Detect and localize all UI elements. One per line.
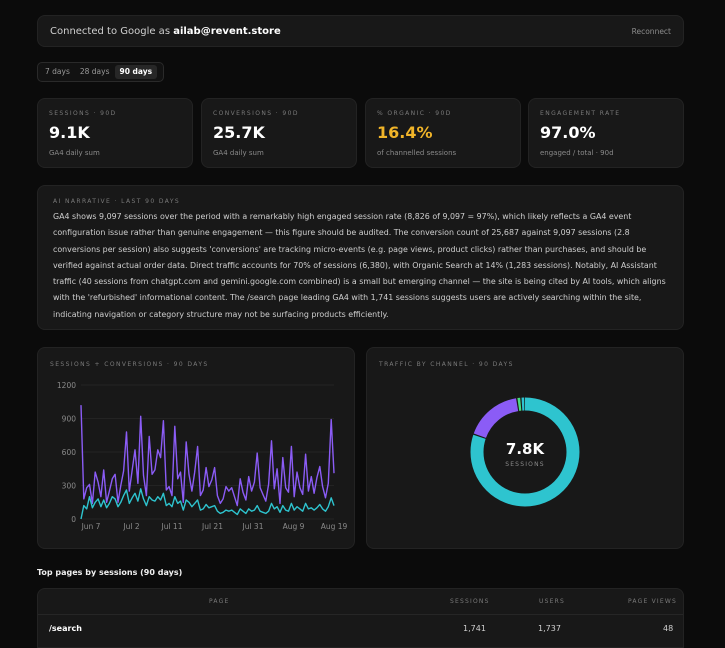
kpi-value: 97.0% [540, 123, 596, 142]
connection-status: Connected to Google as ailab@revent.stor… [50, 25, 281, 37]
col-users: USERS [539, 598, 565, 605]
y-tick-label: 1200 [57, 381, 76, 390]
kpi-value: 25.7K [213, 123, 265, 142]
kpi-conversions: CONVERSIONS · 90D 25.7K GA4 daily sum [201, 98, 357, 168]
kpi-label: CONVERSIONS · 90D [213, 110, 299, 117]
x-tick-label: Aug 9 [283, 522, 305, 531]
narrative-label: AI NARRATIVE · LAST 90 DAYS [53, 198, 181, 205]
ai-narrative-card: AI NARRATIVE · LAST 90 DAYS GA4 shows 9,… [37, 185, 684, 330]
kpi-sessions: SESSIONS · 90D 9.1K GA4 daily sum [37, 98, 193, 168]
donut-center-label: SESSIONS [505, 461, 545, 468]
y-tick-label: 300 [62, 482, 77, 491]
x-tick-label: Jul 31 [242, 522, 264, 531]
col-sessions: SESSIONS [450, 598, 490, 605]
table-header: PAGE SESSIONS USERS PAGE VIEWS [38, 589, 683, 615]
kpi-value: 9.1K [49, 123, 90, 142]
cell-users: 1,737 [538, 624, 561, 633]
top-pages-title: Top pages by sessions (90 days) [37, 568, 183, 577]
y-tick-label: 0 [71, 515, 76, 524]
y-tick-label: 600 [62, 448, 77, 457]
kpi-value: 16.4% [377, 123, 433, 142]
kpi-label: ENGAGEMENT RATE [540, 110, 621, 117]
cell-page[interactable]: /search [49, 624, 82, 633]
donut-slice [470, 397, 580, 507]
kpi-organic: % ORGANIC · 90D 16.4% of channelled sess… [365, 98, 521, 168]
x-tick-label: Jul 2 [122, 522, 139, 531]
chart-title: TRAFFIC BY CHANNEL · 90 DAYS [379, 361, 514, 368]
x-tick-label: Aug 19 [321, 522, 348, 531]
donut-chart-svg: 7.8K SESSIONS [470, 397, 580, 507]
x-tick-label: Jul 11 [161, 522, 183, 531]
chart-title: SESSIONS + CONVERSIONS · 90 DAYS [50, 361, 209, 368]
date-range-tabs: 7 days 28 days 90 days [37, 62, 164, 82]
traffic-channel-chart: TRAFFIC BY CHANNEL · 90 DAYS 7.8K SESSION… [366, 347, 684, 549]
tab-28-days[interactable]: 28 days [79, 67, 110, 76]
donut-center-value: 7.8K [506, 440, 546, 458]
connection-bar: Connected to Google as ailab@revent.stor… [37, 15, 684, 47]
conversions-line [80, 405, 335, 507]
kpi-subtitle: of channelled sessions [377, 149, 457, 157]
x-tick-label: Jun 7 [81, 522, 101, 531]
line-chart-svg: 0 300 600 900 1200 Jun 7 Jul 2 Jul 11 Jul 21 Jul … [57, 381, 348, 531]
top-pages-table: PAGE SESSIONS USERS PAGE VIEWS /search 1… [37, 588, 684, 648]
kpi-subtitle: engaged / total · 90d [540, 149, 614, 157]
kpi-subtitle: GA4 daily sum [213, 149, 264, 157]
narrative-text: GA4 shows 9,097 sessions over the period… [53, 212, 666, 319]
col-page-views: PAGE VIEWS [628, 598, 677, 605]
tab-90-days[interactable]: 90 days [114, 65, 158, 79]
cell-sessions: 1,741 [463, 624, 486, 633]
kpi-label: SESSIONS · 90D [49, 110, 117, 117]
kpi-engagement: ENGAGEMENT RATE 97.0% engaged / total · … [528, 98, 684, 168]
tab-7-days[interactable]: 7 days [45, 67, 70, 76]
x-tick-label: Jul 21 [201, 522, 223, 531]
cell-page-views: 48 [663, 624, 674, 633]
account-email: ailab@revent.store [173, 25, 281, 37]
reconnect-button[interactable]: Reconnect [631, 26, 671, 36]
y-tick-label: 900 [62, 415, 77, 424]
sessions-line [80, 488, 335, 520]
kpi-label: % ORGANIC · 90D [377, 110, 452, 117]
sessions-conversions-chart: SESSIONS + CONVERSIONS · 90 DAYS 0 300 600… [37, 347, 355, 549]
kpi-subtitle: GA4 daily sum [49, 149, 100, 157]
col-page: PAGE [209, 598, 230, 605]
